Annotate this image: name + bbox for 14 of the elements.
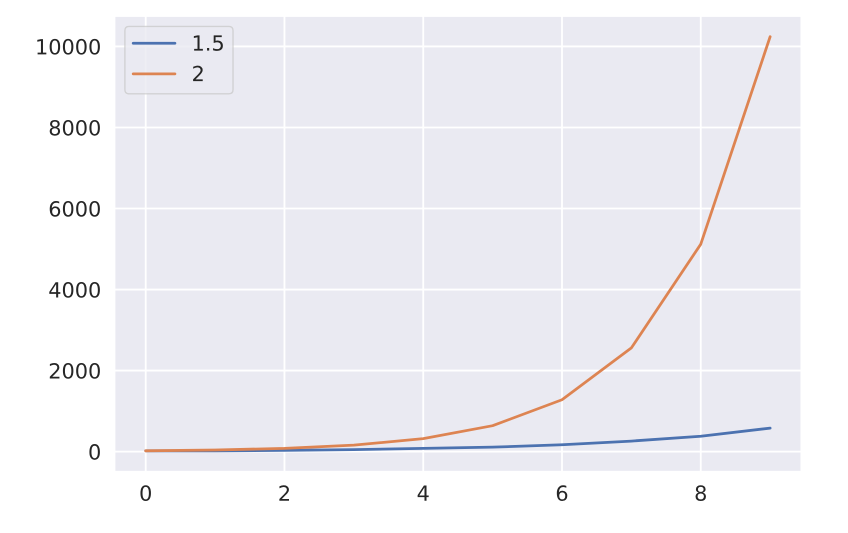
y-tick-label: 8000: [50, 120, 100, 136]
y-tick-label: 4000: [49, 282, 100, 298]
y-tick-label: 10000: [37, 38, 100, 55]
y-tick-label: 6000: [50, 200, 100, 217]
line-series: [144, 35, 772, 452]
legend-label: 1.5: [194, 35, 223, 51]
x-tick-label: 6: [556, 485, 568, 502]
x-tick-label: 0: [140, 485, 151, 502]
x-tick-label: 2: [279, 485, 290, 501]
x-tick-label: 4: [418, 486, 429, 501]
x-tick-label: 8: [696, 485, 706, 502]
y-tick-label: 2000: [50, 363, 100, 379]
y-tick-label: 0: [89, 444, 100, 460]
legend-label: 2: [193, 66, 203, 82]
